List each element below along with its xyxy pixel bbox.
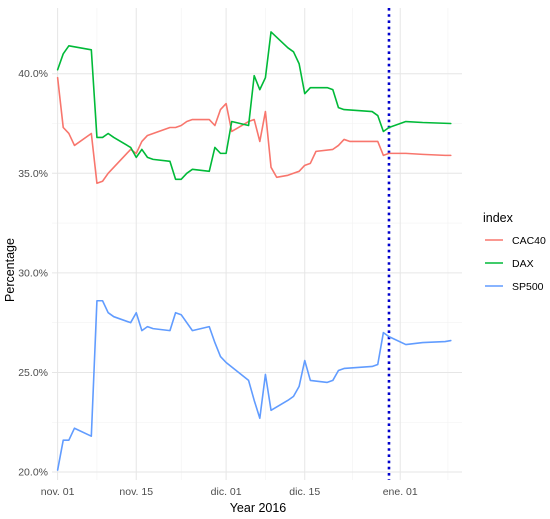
series-line-sp500: [56, 299, 452, 471]
legend: index CAC40 DAX SP500: [483, 211, 546, 293]
grid: [52, 8, 462, 480]
y-tick-label: 30.0%: [18, 267, 48, 279]
series-line-dax: [56, 31, 452, 181]
x-tick-label: ene. 01: [383, 486, 418, 498]
x-tick-label: nov. 15: [119, 486, 153, 498]
series-line-cac40: [56, 76, 452, 185]
legend-title: index: [483, 211, 514, 225]
y-axis-title: Percentage: [3, 238, 17, 302]
x-tick-label: dic. 01: [211, 486, 242, 498]
legend-label-dax: DAX: [512, 258, 534, 270]
y-tick-label: 35.0%: [18, 168, 48, 180]
y-axis-ticks: 20.0% 25.0% 30.0% 35.0% 40.0%: [18, 68, 48, 478]
x-tick-label: dic. 15: [289, 486, 320, 498]
y-tick-label: 40.0%: [18, 68, 48, 80]
y-tick-label: 20.0%: [18, 467, 48, 479]
x-axis-ticks: nov. 01 nov. 15 dic. 01 dic. 15 ene. 01: [41, 486, 418, 498]
x-axis-title: Year 2016: [230, 501, 287, 515]
x-tick-label: nov. 01: [41, 486, 75, 498]
y-tick-label: 25.0%: [18, 367, 48, 379]
series-layer: [56, 31, 452, 471]
legend-label-sp500: SP500: [512, 281, 544, 293]
legend-label-cac40: CAC40: [512, 235, 546, 247]
